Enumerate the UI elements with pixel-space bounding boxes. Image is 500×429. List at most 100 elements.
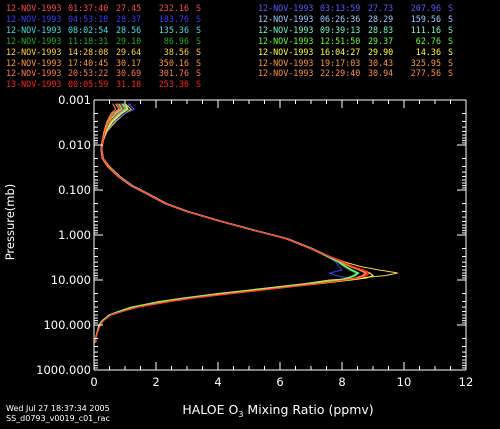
legend-date: 12-NOV-1993 [258, 46, 314, 57]
legend-lon: 159.56 [410, 13, 441, 24]
legend-time: 12:51:50 [320, 35, 361, 46]
y-tick-label: 0.010 [58, 138, 91, 152]
legend-entry: 12-NOV-1993 12:51:50 29.37 62.76 S [258, 35, 453, 46]
legend-date: 12-NOV-1993 [258, 13, 314, 24]
legend-time: 20:53:22 [68, 68, 109, 79]
legend-hem: S [195, 68, 201, 79]
legend-val: 29.90 [368, 46, 394, 57]
legend-lon: 183.76 [158, 13, 189, 24]
legend-time: 06:26:36 [320, 13, 361, 24]
footer-file: SS_d0793_v0019_c01_rac [6, 414, 110, 423]
legend-entry: 12-NOV-1993 01:37:40 27.45 232.16 S [6, 4, 201, 13]
legend-lon: 232.16 [158, 3, 189, 13]
x-tick-label: 10 [397, 375, 412, 389]
legend-entry: 12-NOV-1993 22:29:40 30.94 277.56 S [258, 69, 453, 78]
legend-lon: 207.96 [410, 3, 441, 13]
legend-time: 16:04:27 [320, 46, 361, 57]
legend-hem: S [195, 46, 201, 57]
legend-date: 12-NOV-1993 [258, 3, 314, 13]
x-tick-label: 6 [276, 375, 283, 389]
footer: Wed Jul 27 18:37:34 2005 SS_d0793_v0019_… [6, 404, 110, 424]
x-tick-label: 0 [90, 375, 97, 389]
legend-hem: S [195, 35, 201, 46]
legend-val: 30.94 [368, 68, 394, 79]
legend-hem: S [195, 3, 201, 13]
legend-val: 29.37 [368, 35, 394, 46]
legend-entry: 12-NOV-1993 09:39:13 28.83 111.16 S [258, 24, 453, 35]
legend: 12-NOV-1993 01:37:40 27.45 232.16 S 12-NOV-19… [0, 0, 500, 92]
legend-time: 19:17:03 [320, 57, 361, 68]
x-tick-label: 8 [338, 375, 345, 389]
legend-lon: 62.76 [415, 35, 441, 46]
legend-hem: S [447, 13, 453, 24]
legend-entry: 12-NOV-1993 11:18:31 29.10 86.96 S [6, 35, 201, 46]
legend-date: 12-NOV-1993 [258, 24, 314, 35]
legend-date: 12-NOV-1993 [6, 24, 62, 35]
legend-hem: S [447, 68, 453, 79]
y-tick-label: 10.000 [51, 273, 91, 287]
legend-val: 28.83 [368, 24, 394, 35]
legend-entry: 12-NOV-1993 04:53:18 28.37 183.76 S [6, 13, 201, 24]
legend-time: 22:29:40 [320, 68, 361, 79]
y-tick-label: 1.000 [58, 228, 91, 242]
legend-hem: S [195, 24, 201, 35]
legend-lon: 325.95 [410, 57, 441, 68]
legend-hem: S [447, 24, 453, 35]
legend-time: 04:53:18 [68, 13, 109, 24]
y-tick-label: 1000.000 [36, 363, 91, 377]
legend-lon: 350.16 [158, 57, 189, 68]
legend-val: 28.37 [116, 13, 142, 24]
legend-lon: 38.56 [163, 46, 189, 57]
legend-hem: S [447, 35, 453, 46]
legend-val: 29.64 [116, 46, 142, 57]
y-tick-label: 100.000 [43, 318, 91, 332]
legend-time: 01:37:40 [68, 3, 109, 13]
legend-hem: S [447, 57, 453, 68]
legend-date: 12-NOV-1993 [6, 13, 62, 24]
legend-time: 11:18:31 [68, 35, 109, 46]
legend-entry: 12-NOV-1993 06:26:36 28.29 159.56 S [258, 13, 453, 24]
legend-date: 12-NOV-1993 [258, 57, 314, 68]
legend-hem: S [195, 79, 201, 90]
x-tick-label: 2 [152, 375, 159, 389]
legend-date: 12-NOV-1993 [258, 68, 314, 79]
legend-lon: 135.36 [158, 24, 189, 35]
legend-lon: 301.76 [158, 68, 189, 79]
legend-entry: 12-NOV-1993 03:13:59 27.73 207.96 S [258, 4, 453, 13]
legend-date: 13-NOV-1993 [6, 79, 62, 90]
legend-val: 27.73 [368, 3, 394, 13]
x-axis-label: HALOE O3 Mixing Ratio (ppmv) [182, 402, 373, 419]
legend-entry: 12-NOV-1993 14:28:08 29.64 38.56 S [6, 46, 201, 57]
x-axis-label-units: Mixing Ratio (ppmv) [243, 402, 373, 417]
legend-val: 27.45 [116, 3, 142, 13]
x-axis-label-subscript: 3 [238, 410, 243, 419]
legend-lon: 277.56 [410, 68, 441, 79]
legend-entry: 12-NOV-1993 17:40:45 30.17 350.16 S [6, 57, 201, 68]
legend-time: 03:13:59 [320, 3, 361, 13]
legend-time: 09:39:13 [320, 24, 361, 35]
footer-date: Wed Jul 27 18:37:34 2005 [6, 404, 110, 413]
legend-val: 30.43 [368, 57, 394, 68]
legend-date: 12-NOV-1993 [6, 35, 62, 46]
legend-val: 28.56 [116, 24, 142, 35]
legend-lon: 86.96 [163, 35, 189, 46]
legend-date: 12-NOV-1993 [6, 3, 62, 13]
legend-val: 28.29 [368, 13, 394, 24]
legend-hem: S [195, 13, 201, 24]
legend-time: 17:40:45 [68, 57, 109, 68]
legend-entry: 12-NOV-1993 20:53:22 30.69 301.76 S [6, 69, 201, 78]
legend-entry: 12-NOV-1993 08:02:54 28.56 135.36 S [6, 24, 201, 35]
legend-date: 12-NOV-1993 [6, 46, 62, 57]
legend-time: 14:28:08 [68, 46, 109, 57]
legend-entry: 12-NOV-1993 19:17:03 30.43 325.95 S [258, 57, 453, 68]
legend-val: 30.69 [116, 68, 142, 79]
legend-date: 12-NOV-1993 [258, 35, 314, 46]
y-axis-label: Pressure(mb) [3, 184, 17, 261]
profile-line [95, 103, 370, 343]
legend-lon: 14.36 [415, 46, 441, 57]
legend-time: 08:02:54 [68, 24, 109, 35]
legend-lon: 111.16 [410, 24, 441, 35]
axes-layer: 0 2 4 6 8 10 12 0.001 0.010 0.100 1.000 10.000 100.0… [36, 93, 473, 389]
series-layer [94, 103, 398, 343]
